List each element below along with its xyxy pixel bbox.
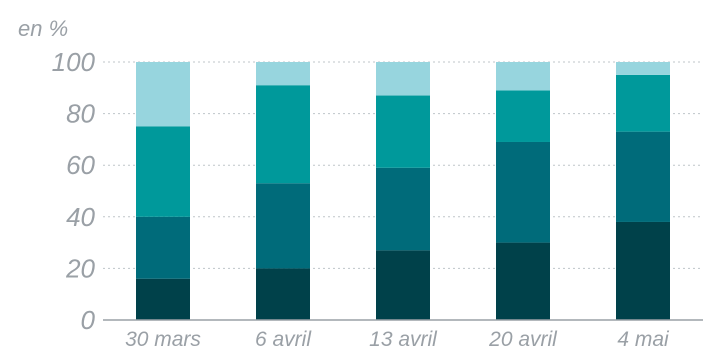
y-tick-label: 20 [65,253,95,283]
bar-segment [256,85,310,184]
y-tick-label: 100 [52,47,96,77]
x-tick-label: 20 avril [488,328,558,351]
bar-stack [616,62,670,320]
bar-segment [376,62,430,96]
x-axis-labels: 30 mars 6 avril 13 avril 20 avril 4 mai [125,328,670,351]
bar-stacks [136,62,670,320]
bar-segment [376,167,430,251]
bar-segment [616,74,670,132]
bar-stack [256,62,310,320]
bar-segment [376,95,430,168]
bar-segment [256,183,310,269]
bar-segment [616,131,670,222]
bar-segment [136,62,190,127]
bar-segment [496,141,550,243]
bar-segment [136,216,190,279]
x-tick-label: 13 avril [369,328,438,351]
x-tick-label: 30 mars [125,328,201,351]
bar-stack [496,62,550,320]
bar-segment [256,268,310,320]
y-tick-label: 80 [66,99,95,129]
bar-segment [256,62,310,86]
bar-segment [376,250,430,320]
y-tick-label: 0 [81,305,96,335]
y-tick-label: 60 [66,150,95,180]
bar-stack [376,62,430,320]
bar-segment [496,62,550,91]
bar-segment [496,90,550,142]
x-tick-label: 4 mai [617,328,670,351]
bar-stack [136,62,190,320]
y-axis-ticks: 0 20 40 60 80 100 [52,47,96,335]
x-tick-label: 6 avril [255,328,312,351]
bar-segment [136,126,190,217]
y-axis-unit-label: en % [18,16,68,41]
bar-segment [616,221,670,320]
bar-segment [136,278,190,320]
bar-segment [496,242,550,320]
bar-segment [616,62,670,75]
y-tick-label: 40 [66,202,95,232]
